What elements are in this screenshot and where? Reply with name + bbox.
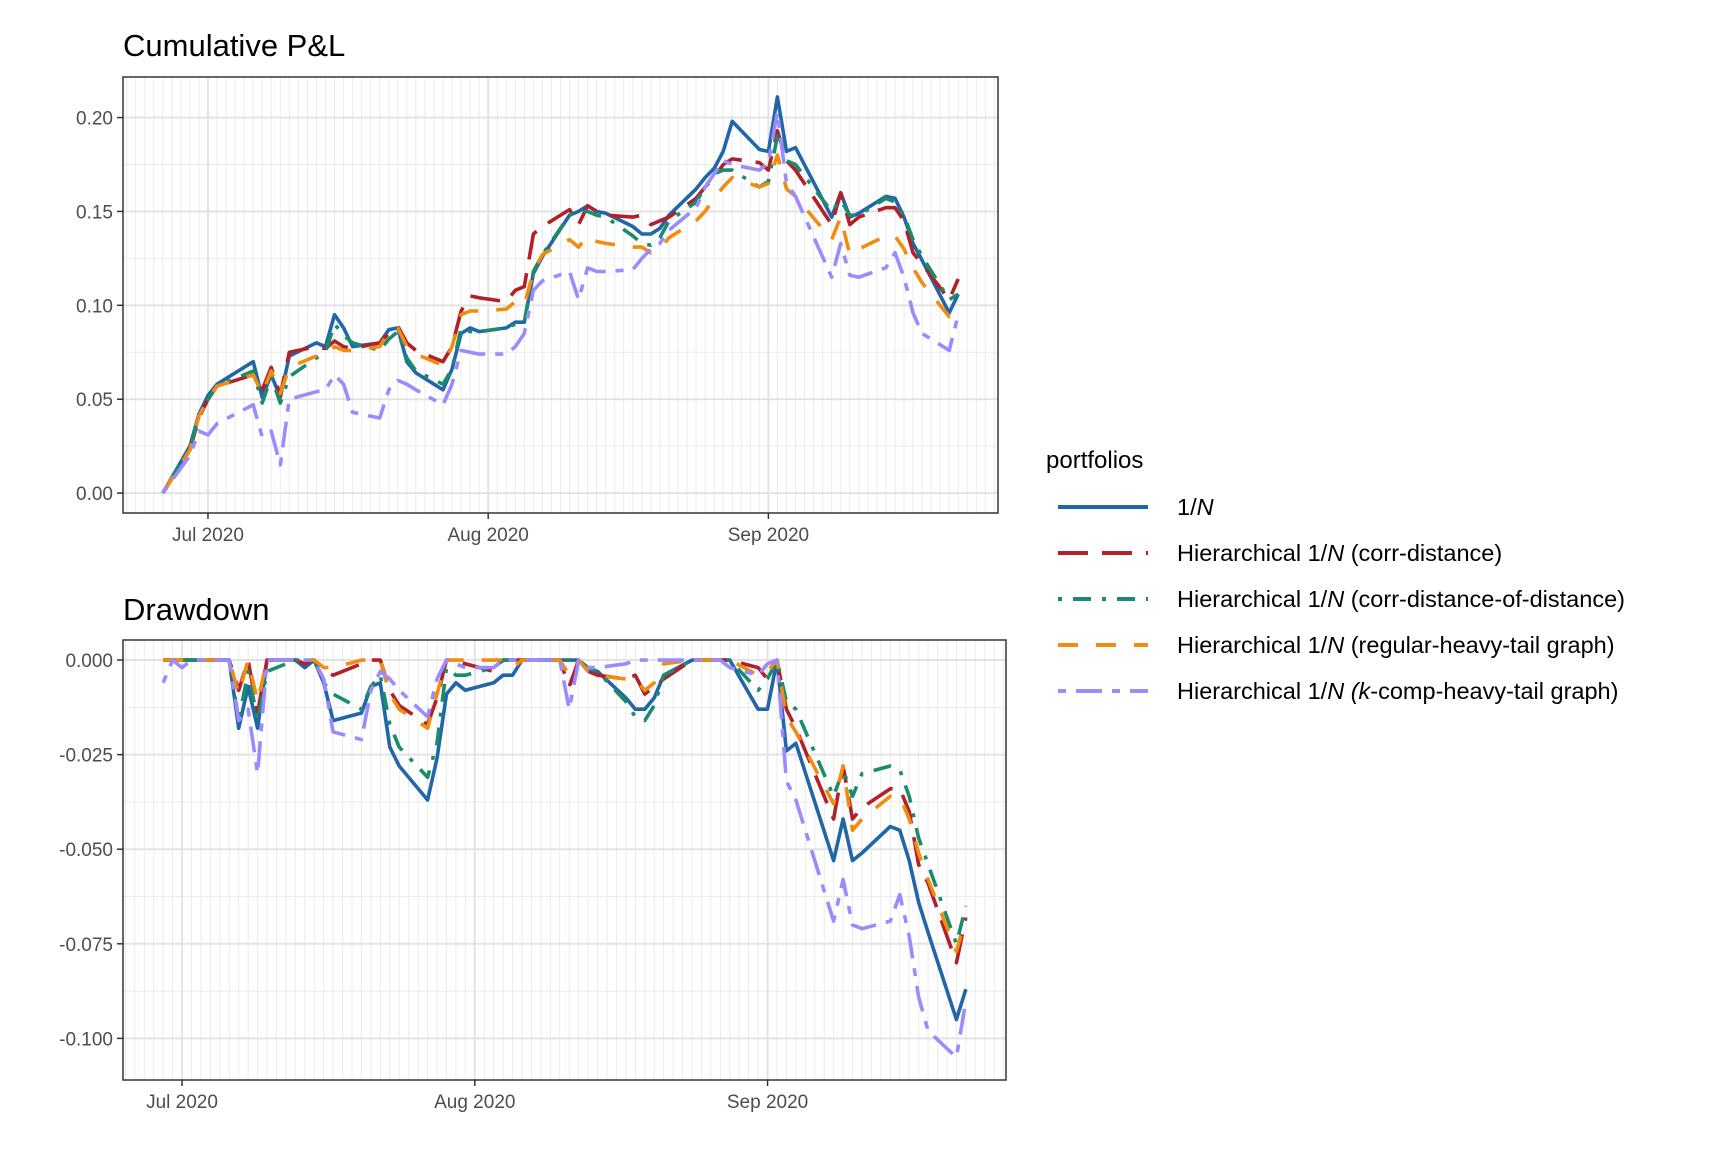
legend-label-part: Hierarchical 1/ — [1177, 678, 1328, 704]
legend-label-part: N — [1327, 540, 1344, 566]
series-line-1 — [163, 658, 968, 1022]
x-tick-label: Aug 2020 — [448, 525, 529, 546]
legend-label-part: 1/ — [1177, 494, 1197, 520]
series-line-1 — [161, 95, 960, 495]
legend-title: portfolios — [1046, 447, 1143, 474]
legend-label-part: N — [1327, 586, 1344, 612]
y-tick-label: -0.025 — [59, 746, 113, 767]
series-line-2 — [163, 658, 968, 965]
series-line-5 — [161, 110, 960, 495]
legend-label-part: N ( — [1327, 678, 1361, 704]
legend-label-part: Hierarchical 1/ — [1177, 586, 1328, 612]
y-tick-label: 0.15 — [76, 202, 113, 223]
y-tick-label: -0.075 — [59, 935, 113, 956]
legend-label-3: Hierarchical 1/N (corr-distance-of-dista… — [1177, 586, 1625, 612]
legend-label-2: Hierarchical 1/N (corr-distance) — [1177, 540, 1502, 566]
legend-label-1: 1/N — [1177, 494, 1214, 520]
y-tick-label: -0.050 — [59, 840, 113, 861]
legend-label-part: N — [1197, 494, 1214, 520]
legend-label-part: (corr-distance) — [1344, 540, 1502, 566]
legend-label-part: -comp-heavy-tail graph) — [1370, 678, 1618, 704]
x-tick-label: Sep 2020 — [728, 525, 809, 546]
y-tick-label: 0.20 — [76, 109, 113, 130]
y-tick-label: 0.00 — [76, 484, 113, 505]
series-line-5 — [161, 658, 968, 1060]
panel-title-cumulative-pnl: Cumulative P&L — [123, 28, 345, 63]
legend-label-part: (regular-heavy-tail graph) — [1344, 632, 1614, 658]
cumulative-pnl-panel: 0.00 0.05 0.10 0.15 0.20 Jul 2020 Aug 2020 Sep … — [76, 76, 999, 546]
legend-label-part: Hierarchical 1/ — [1177, 632, 1328, 658]
y-tick-label: 0.000 — [65, 651, 113, 672]
series-line-4 — [161, 153, 960, 495]
y-tick-label: 0.10 — [76, 296, 113, 317]
y-tick-label: 0.05 — [76, 390, 113, 411]
drawdown-panel: 0.000 -0.025 -0.050 -0.075 -0.100 Jul 2020 Aug… — [59, 639, 1007, 1113]
plot-border — [122, 639, 1007, 1081]
x-tick-label: Aug 2020 — [434, 1092, 515, 1113]
legend-label-part: (corr-distance-of-distance) — [1344, 586, 1625, 612]
plot-background — [123, 640, 1006, 1080]
plot-border — [122, 76, 999, 514]
legend-label-4: Hierarchical 1/N (regular-heavy-tail gra… — [1177, 632, 1615, 658]
x-tick-label: Sep 2020 — [727, 1092, 808, 1113]
series-line-2 — [161, 128, 960, 495]
legend-label-part: k — [1359, 678, 1372, 704]
series-line-4 — [163, 658, 968, 954]
x-tick-label: Jul 2020 — [172, 525, 244, 546]
legend-label-part: N — [1327, 632, 1344, 658]
legend-label-5: Hierarchical 1/N (k-comp-heavy-tail grap… — [1177, 678, 1618, 704]
legend-label-part: Hierarchical 1/ — [1177, 540, 1328, 566]
y-tick-label: -0.100 — [59, 1029, 113, 1050]
x-tick-label: Jul 2020 — [146, 1092, 218, 1113]
panel-title-drawdown: Drawdown — [123, 592, 269, 627]
